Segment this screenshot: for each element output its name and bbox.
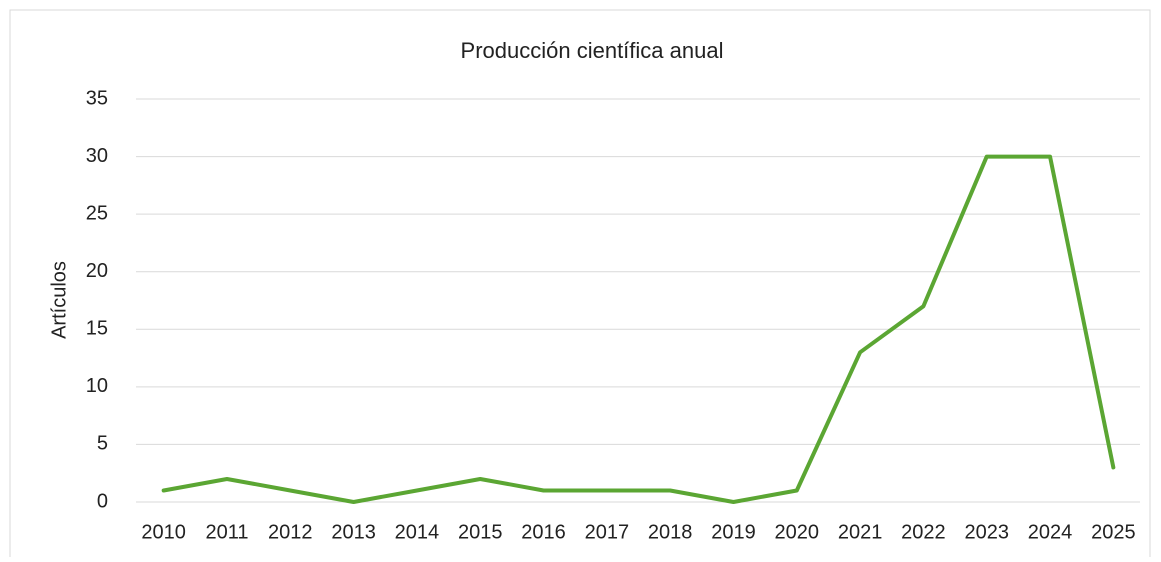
y-axis-label: Artículos [48, 261, 70, 339]
y-tick-label: 30 [86, 145, 108, 167]
x-tick-label: 2018 [648, 521, 693, 543]
chart-title: Producción científica anual [461, 38, 724, 63]
line [161, 154, 1116, 504]
y-tick-label: 5 [97, 433, 108, 455]
x-tick-label: 2016 [521, 521, 566, 543]
x-tick-label: 2011 [205, 521, 248, 543]
x-tick-label: 2022 [901, 521, 946, 543]
x-tick-label: 2025 [1091, 521, 1136, 543]
x-tick-label: 2024 [1028, 521, 1073, 543]
x-tick-label: 2019 [711, 521, 756, 543]
x-tick-label: 2023 [964, 521, 1009, 543]
y-tick-label: 25 [86, 202, 108, 224]
x-tick-label: 2021 [838, 521, 883, 543]
chart-border [9, 9, 1151, 562]
y-tick-label: 0 [97, 490, 108, 512]
x-tick-label: 2020 [775, 521, 820, 543]
x-tick-label: 2015 [458, 521, 503, 543]
x-tick-label: 2014 [395, 521, 440, 543]
y-tick-label: 20 [86, 260, 108, 282]
x-tick-label: 2017 [585, 521, 630, 543]
x-tick-label: 2010 [141, 521, 186, 543]
x-tick-label: 2013 [331, 521, 376, 543]
y-tick-label: 35 [86, 87, 108, 109]
y-tick-label: 15 [86, 318, 108, 340]
x-tick-label: 2012 [268, 521, 313, 543]
y-tick-label: 10 [86, 375, 108, 397]
